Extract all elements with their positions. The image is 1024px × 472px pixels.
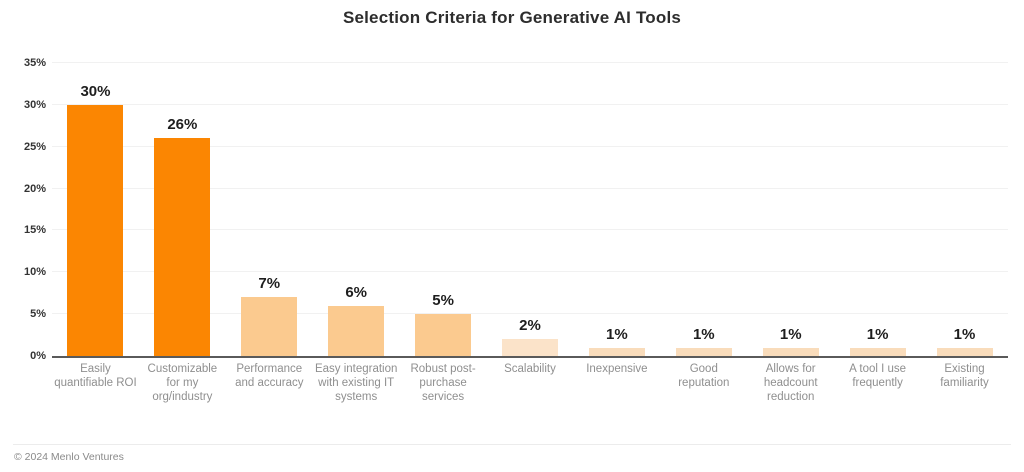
category-label-line: Inexpensive (586, 363, 648, 375)
y-tick-label: 15% (23, 224, 46, 237)
gridline (52, 145, 1008, 147)
category-label-line: reduction (767, 391, 815, 403)
bar (588, 347, 645, 356)
bar-column: 5% (400, 63, 487, 356)
y-tick-label: 10% (23, 266, 46, 279)
category-label: A tool I use frequently (834, 362, 921, 404)
gridline (52, 187, 1008, 189)
category-label-line: headcount (763, 377, 818, 389)
value-label: 5% (432, 292, 454, 310)
category-label-line: Allows for (765, 363, 816, 375)
category-label-line: Existing (944, 363, 985, 375)
gridline (52, 62, 1008, 63)
category-label: Easy integration with existing IT systems (313, 362, 400, 404)
category-label-line: with existing IT (318, 377, 395, 389)
gridline (52, 313, 1008, 315)
bar (415, 314, 472, 356)
value-label: 1% (692, 325, 715, 343)
bar (241, 297, 298, 356)
category-label-line: quantifiable ROI (54, 377, 137, 389)
bar-column: 30% (52, 63, 139, 356)
category-label: Scalability (487, 362, 574, 404)
bar (762, 347, 819, 356)
category-label-line: Robust post- (410, 363, 476, 375)
x-axis-labels: Easily quantifiable ROI Customizable for my… (52, 362, 1008, 404)
category-label: Performance and accuracy (226, 362, 313, 404)
category-label-line: familiarity (940, 377, 989, 389)
bar (67, 104, 124, 356)
bar-column: 1% (573, 63, 660, 356)
bar-column: 1% (834, 63, 921, 356)
value-label: 30% (80, 82, 111, 100)
y-tick-label: 30% (23, 98, 46, 111)
bar (936, 347, 993, 356)
category-label: Robust post-purchase services (400, 362, 487, 404)
footer-divider (13, 444, 1011, 445)
category-label: Inexpensive (573, 362, 660, 404)
gridline (52, 229, 1008, 231)
category-label: Existing familiarity (921, 362, 1008, 404)
value-label: 7% (258, 275, 281, 293)
value-label: 1% (779, 325, 802, 343)
y-tick-label: 25% (23, 140, 46, 153)
y-tick-label: 35% (23, 57, 46, 69)
bar-column: 1% (921, 63, 1008, 356)
y-axis: 0% 5% 10% 15% 20% 25% 30% 35% (0, 0, 46, 472)
y-tick-label: 0% (30, 350, 46, 362)
category-label-line: and accuracy (235, 377, 304, 389)
gridline (52, 271, 1008, 273)
category-label-line: Easy integration (314, 363, 398, 375)
gridline (52, 103, 1008, 105)
category-label-line: reputation (678, 377, 730, 389)
bar-column: 6% (313, 63, 400, 356)
category-label: Allows for headcount reduction (747, 362, 834, 404)
category-label-line: purchase (419, 377, 467, 389)
bar-column: 2% (487, 63, 574, 356)
category-label-line: frequently (852, 377, 903, 389)
bar-column: 1% (660, 63, 747, 356)
bar-column: 26% (139, 63, 226, 356)
bar-column: 7% (226, 63, 313, 356)
category-label-line: for my (166, 377, 199, 389)
plot-area: 30% 26% 7% 6% 5% 2% 1% 1% 1% 1% 1% (52, 62, 1008, 358)
value-label: 6% (345, 283, 368, 301)
bar (675, 347, 732, 356)
category-label: Good reputation (660, 362, 747, 404)
bar (154, 138, 211, 356)
value-label: 1% (606, 325, 628, 343)
category-label-line: Performance (236, 363, 303, 375)
category-label-line: Scalability (504, 363, 556, 375)
value-label: 1% (866, 325, 889, 343)
y-tick-label: 20% (23, 182, 46, 195)
bar (501, 339, 558, 356)
category-label-line: systems (335, 391, 378, 403)
category-label-line: org/industry (152, 391, 213, 403)
value-label: 2% (519, 317, 541, 335)
value-label: 1% (953, 325, 976, 343)
category-label-line: A tool I use (849, 363, 907, 375)
value-label: 26% (167, 116, 198, 134)
copyright-text: © 2024 Menlo Ventures (14, 451, 124, 463)
category-label-line: Good (689, 363, 718, 375)
category-label: Customizable for my org/industry (139, 362, 226, 404)
category-label-line: Customizable (147, 363, 218, 375)
chart-title: Selection Criteria for Generative AI Too… (342, 8, 682, 27)
bar (328, 305, 385, 356)
bars-row: 30% 26% 7% 6% 5% 2% 1% 1% 1% 1% 1% (52, 63, 1008, 356)
bar (849, 347, 906, 356)
category-label-line: Easily (80, 363, 111, 375)
category-label-line: services (421, 391, 465, 403)
y-tick-label: 5% (30, 308, 46, 321)
category-label: Easily quantifiable ROI (52, 362, 139, 404)
bar-column: 1% (747, 63, 834, 356)
